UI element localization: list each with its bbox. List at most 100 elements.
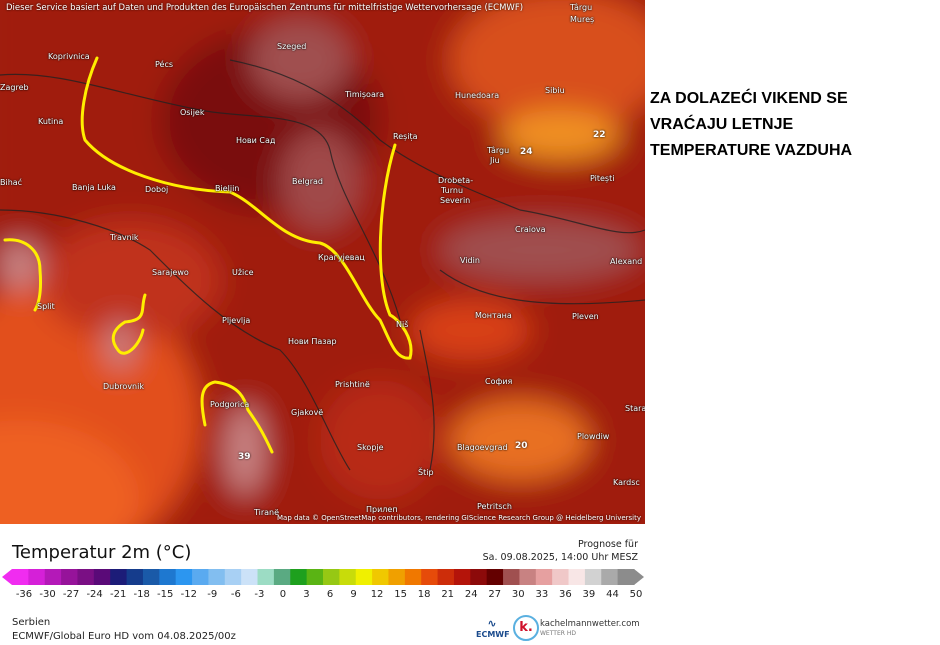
scale-swatch bbox=[28, 569, 46, 585]
city-label: Alexand bbox=[610, 257, 643, 266]
scale-tick: -6 bbox=[230, 589, 241, 600]
scale-swatch bbox=[306, 569, 324, 585]
city-label: Belgrad bbox=[292, 177, 323, 186]
scale-swatch bbox=[12, 569, 29, 585]
scale-swatch bbox=[535, 569, 553, 585]
headline: ZA DOLAZEĆI VIKEND SE VRAĆAJU LETNJE TEM… bbox=[650, 86, 852, 164]
city-label: Blagoevgrad bbox=[457, 443, 508, 452]
city-label: Kardsc bbox=[613, 478, 640, 487]
city-label: Kutina bbox=[38, 117, 64, 126]
city-label: Монтана bbox=[475, 311, 512, 320]
city-label: Niš bbox=[396, 320, 409, 329]
scale-swatch bbox=[355, 569, 373, 585]
city-label: Szeged bbox=[277, 42, 307, 51]
scale-tick: -27 bbox=[62, 589, 80, 600]
forecast-time: Sa. 09.08.2025, 14:00 Uhr MESZ bbox=[482, 552, 638, 563]
city-label: Petritsch bbox=[477, 502, 512, 511]
scale-swatch bbox=[44, 569, 62, 585]
city-label: Dubrovnik bbox=[103, 382, 144, 391]
city-label: Severin bbox=[440, 196, 471, 205]
city-label: Prishtinë bbox=[335, 380, 370, 389]
temperature-field bbox=[0, 0, 645, 524]
scale-swatch bbox=[552, 569, 570, 585]
city-label: София bbox=[485, 377, 513, 386]
scale-swatch bbox=[273, 569, 291, 585]
scale-tick: 50 bbox=[629, 589, 643, 600]
scale-tick: 0 bbox=[279, 589, 287, 600]
scale-end-arrow bbox=[2, 569, 12, 585]
temperature-map[interactable]: Dieser Service basiert auf Daten und Pro… bbox=[0, 0, 645, 524]
region-name: Serbien bbox=[12, 617, 51, 628]
scale-tick: -3 bbox=[254, 589, 265, 600]
temperature-value: 22 bbox=[593, 130, 606, 140]
scale-swatch bbox=[372, 569, 389, 585]
highlight-lines bbox=[3, 56, 413, 454]
scale-swatch bbox=[110, 569, 128, 585]
scale-tick: 44 bbox=[606, 589, 619, 600]
scale-swatch bbox=[568, 569, 586, 585]
color-scale-ticks: -36 -30 -27 -24 -21 -18 -15 -12 -9 -6 -3 0 3 6 9 12 15 18… bbox=[0, 589, 645, 603]
scale-swatch bbox=[339, 569, 357, 585]
city-label: Bieljin bbox=[215, 184, 240, 193]
city-label: Прилеп bbox=[366, 505, 398, 514]
city-label: Крагујевац bbox=[318, 253, 365, 262]
city-label: Pljevlja bbox=[222, 316, 251, 325]
scale-swatch bbox=[77, 569, 95, 585]
city-label: Sarajewo bbox=[152, 268, 189, 277]
scale-swatch bbox=[421, 569, 439, 585]
scale-tick: 6 bbox=[326, 589, 334, 600]
city-label: Plowdiw bbox=[577, 432, 610, 441]
site-sub: WETTER HD bbox=[540, 630, 576, 637]
scale-tick: -15 bbox=[157, 589, 174, 600]
kachelmann-logo-icon: k. bbox=[513, 615, 539, 641]
headline-line: ZA DOLAZEĆI VIKEND SE bbox=[650, 90, 848, 107]
scale-swatch bbox=[470, 569, 488, 585]
city-label: Stara bbox=[625, 404, 645, 413]
model-run: ECMWF/Global Euro HD vom 04.08.2025/00z bbox=[12, 631, 236, 642]
headline-line: TEMPERATURE VAZDUHA bbox=[650, 142, 853, 159]
scale-tick: 18 bbox=[417, 589, 431, 600]
city-label: Pleven bbox=[572, 312, 599, 321]
scale-tick: -18 bbox=[133, 589, 150, 600]
city-label: Štip bbox=[418, 468, 434, 477]
scale-tick: 27 bbox=[488, 589, 502, 600]
legend-title: Temperatur 2m (°C) bbox=[12, 542, 192, 563]
scale-swatch bbox=[126, 569, 144, 585]
scale-tick: 21 bbox=[441, 589, 455, 600]
color-scale bbox=[2, 569, 644, 585]
city-label: Târgu bbox=[570, 3, 593, 12]
forecast-label: Prognose für bbox=[577, 539, 638, 550]
site-name[interactable]: kachelmannwetter.com bbox=[540, 619, 640, 629]
scale-swatch bbox=[290, 569, 308, 585]
scale-swatch bbox=[192, 569, 209, 585]
map-attribution[interactable]: Map data © OpenStreetMap contributors, r… bbox=[277, 514, 641, 522]
city-label: Travnik bbox=[110, 233, 139, 242]
city-label: Vidin bbox=[460, 256, 480, 265]
city-label: Osijek bbox=[180, 108, 205, 117]
scale-tick: 24 bbox=[464, 589, 478, 600]
headline-line: VRAĆAJU LETNJE bbox=[650, 116, 794, 133]
city-label: Banja Luka bbox=[72, 183, 116, 192]
scale-swatch bbox=[617, 569, 635, 585]
model-info: Serbien ECMWF/Global Euro HD vom 04.08.2… bbox=[12, 616, 236, 644]
scale-tick: -9 bbox=[207, 589, 218, 600]
logos: ∿ ECMWF k. kachelmannwetter.com WETTER HD bbox=[476, 615, 646, 643]
city-label: Doboj bbox=[145, 185, 169, 194]
city-label: Zagreb bbox=[0, 83, 29, 92]
scale-tick: 33 bbox=[535, 589, 549, 600]
city-label: Gjakovë bbox=[291, 408, 324, 417]
city-label: Reșița bbox=[393, 132, 418, 141]
scale-tick: -21 bbox=[109, 589, 127, 600]
city-label: Mureș bbox=[570, 15, 595, 24]
scale-end-arrow bbox=[634, 569, 644, 585]
city-label: Drobeta- bbox=[438, 176, 474, 185]
city-label: Koprivnica bbox=[48, 52, 90, 61]
city-label: Tiranë bbox=[254, 508, 280, 517]
temperature-value: 24 bbox=[520, 147, 533, 157]
city-label: Jiu bbox=[490, 156, 500, 165]
scale-tick: 12 bbox=[370, 589, 384, 600]
scale-tick: 36 bbox=[559, 589, 572, 600]
scale-swatch bbox=[503, 569, 520, 585]
scale-swatch bbox=[93, 569, 111, 585]
scale-tick: 39 bbox=[582, 589, 596, 600]
